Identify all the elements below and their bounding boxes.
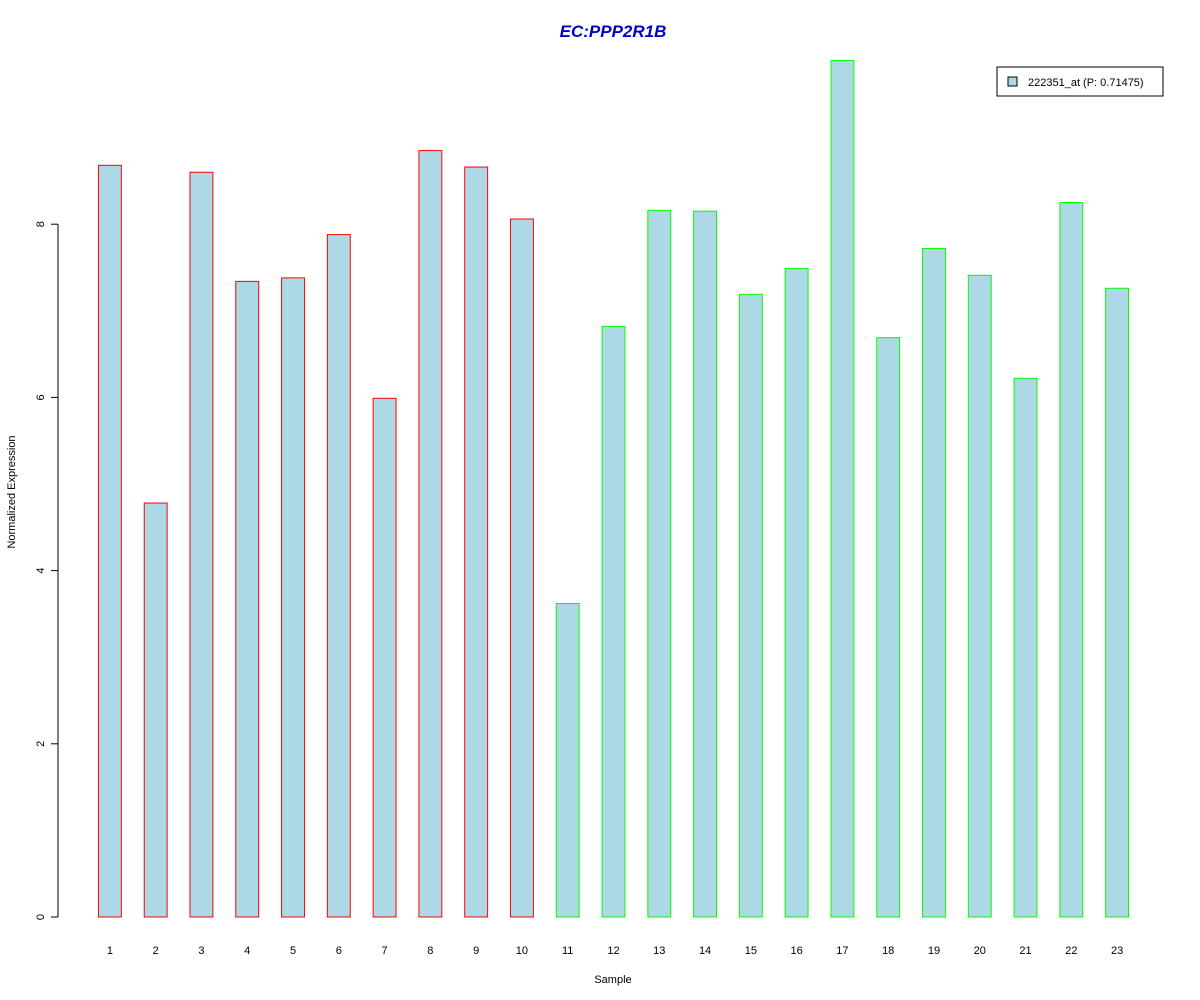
x-tick-label: 16	[791, 945, 803, 957]
x-tick-label: 19	[928, 945, 940, 957]
bar-sample-11	[555, 603, 580, 918]
x-tick-label: 20	[974, 945, 986, 957]
x-tick-label: 18	[882, 945, 894, 957]
x-tick-label: 12	[607, 945, 619, 957]
x-tick-label: 14	[699, 945, 711, 957]
bar-sample-8	[418, 150, 443, 918]
x-tick-label: 5	[290, 945, 296, 957]
y-tick-label: 6	[35, 394, 47, 400]
x-axis-title: Sample	[594, 974, 631, 986]
chart-title: EC:PPP2R1B	[560, 22, 667, 41]
x-tick-label: 2	[153, 945, 159, 957]
bars-group	[97, 60, 1130, 918]
bar-sample-1	[97, 164, 122, 918]
bar-sample-18	[876, 337, 901, 918]
bar-sample-20	[967, 274, 992, 918]
bar-sample-12	[601, 325, 626, 918]
legend: 222351_at (P: 0.71475)	[996, 66, 1164, 97]
bar-sample-9	[464, 166, 489, 918]
bar-sample-10	[509, 218, 534, 918]
bar-sample-4	[235, 280, 260, 918]
y-axis-title: Normalized Expression	[6, 435, 18, 548]
x-tick-label: 3	[198, 945, 204, 957]
bar-sample-14	[693, 210, 718, 918]
bar-sample-7	[372, 397, 397, 918]
x-tick-label: 6	[336, 945, 342, 957]
x-tick-label: 8	[427, 945, 433, 957]
x-tick-label: 23	[1111, 945, 1123, 957]
x-tick-label: 10	[516, 945, 528, 957]
y-tick-label: 4	[35, 568, 47, 574]
bar-sample-6	[326, 234, 351, 918]
x-tick-label: 17	[836, 945, 848, 957]
bar-sample-23	[1105, 287, 1130, 918]
legend-label: 222351_at (P: 0.71475)	[1028, 77, 1144, 89]
legend-box	[996, 66, 1164, 97]
bar-sample-15	[738, 293, 763, 918]
x-tick-label: 9	[473, 945, 479, 957]
bar-sample-2	[143, 502, 168, 918]
bar-sample-16	[784, 267, 809, 918]
bar-sample-17	[830, 60, 855, 918]
bar-sample-22	[1059, 202, 1084, 918]
legend-swatch	[1007, 76, 1018, 87]
x-tick-label: 15	[745, 945, 757, 957]
y-axis: 0 2 4 6 8	[35, 221, 59, 920]
bar-sample-19	[922, 247, 946, 918]
y-tick-label: 0	[35, 914, 47, 920]
x-tick-label: 21	[1019, 945, 1031, 957]
x-tick-label: 11	[562, 945, 573, 957]
x-tick-label: 13	[653, 945, 665, 957]
bar-sample-13	[647, 209, 672, 918]
bar-sample-21	[1013, 377, 1038, 918]
x-tick-label: 4	[244, 945, 250, 957]
y-tick-label: 2	[35, 741, 47, 747]
x-tick-labels: 1 2 3 4 5 6 7 8 9 10 11 12 13 14 15 16 17 18 19 20 21 22 23	[107, 945, 1123, 957]
x-tick-label: 22	[1065, 945, 1077, 957]
y-tick-label: 8	[35, 221, 47, 227]
bar-sample-3	[189, 171, 214, 918]
x-tick-label: 1	[107, 945, 113, 957]
x-tick-label: 7	[382, 945, 388, 957]
bar-sample-5	[281, 277, 305, 918]
